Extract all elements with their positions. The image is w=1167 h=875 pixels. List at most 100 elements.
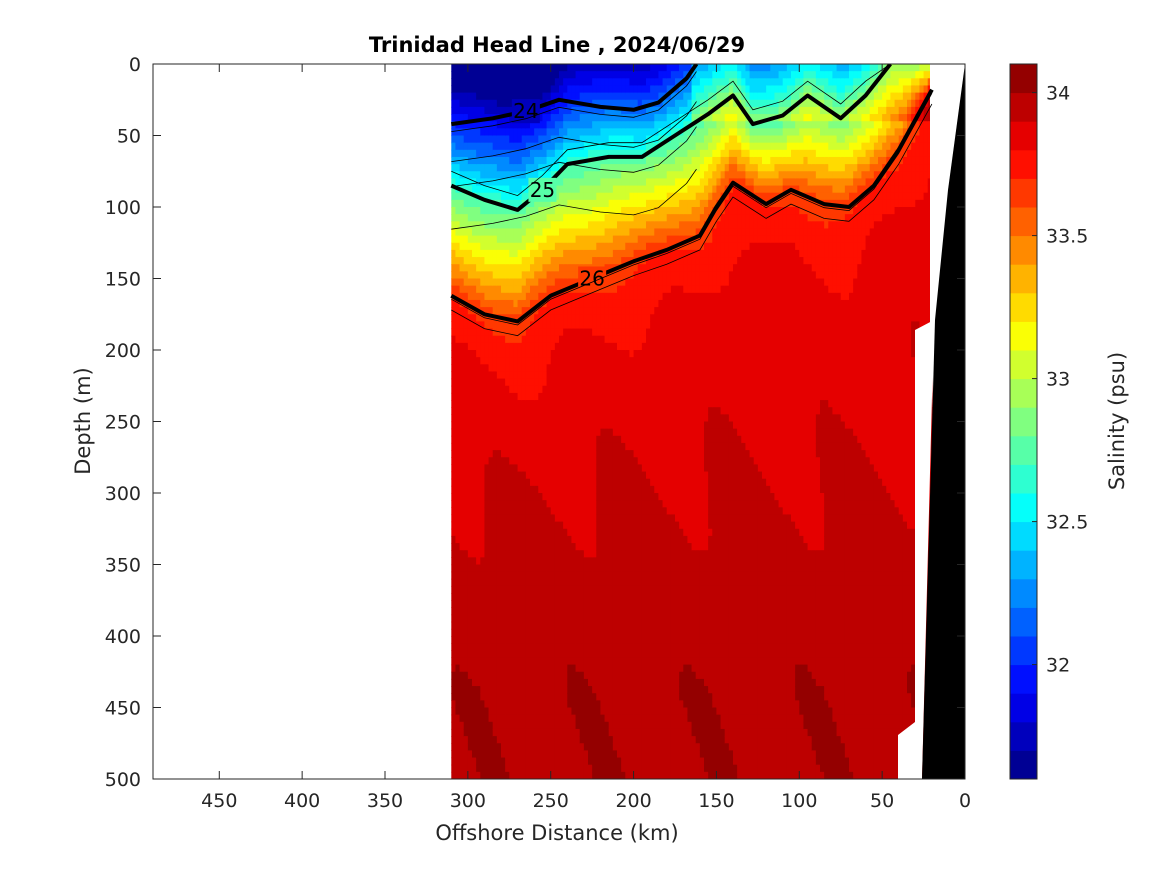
field-cell: [633, 693, 639, 701]
field-cell: [505, 493, 510, 501]
field-cell: [554, 585, 560, 594]
field-cell: [492, 99, 498, 108]
field-cell: [571, 493, 577, 501]
field-cell: [608, 185, 614, 194]
field-cell: [451, 714, 457, 723]
field-cell: [463, 771, 469, 779]
field-cell: [608, 257, 614, 265]
field-cell: [596, 457, 602, 465]
field-cell: [650, 421, 655, 430]
field-cell: [550, 106, 556, 115]
field-cell: [633, 521, 639, 530]
field-cell: [463, 507, 469, 516]
field-cell: [492, 657, 498, 666]
field-cell: [646, 249, 651, 258]
field-cell: [629, 85, 635, 94]
field-cell: [646, 757, 651, 766]
field-cell: [600, 228, 606, 237]
field-cell: [608, 757, 614, 766]
field-cell: [492, 528, 498, 537]
field-cell: [583, 521, 589, 530]
field-cell: [550, 614, 556, 623]
field-cell: [538, 221, 544, 230]
field-cell: [604, 78, 610, 87]
field-cell: [588, 450, 593, 458]
field-cell: [554, 493, 560, 501]
field-cell: [488, 764, 494, 773]
field-cell: [612, 593, 618, 601]
field-cell: [625, 700, 631, 709]
field-cell: [517, 664, 523, 673]
field-cell: [467, 171, 473, 179]
field-cell: [513, 771, 519, 779]
field-cell: [488, 321, 494, 330]
field-cell: [472, 142, 477, 151]
field-cell: [563, 743, 568, 751]
field-cell: [521, 485, 527, 494]
field-cell: [509, 543, 515, 551]
field-cell: [525, 121, 531, 129]
field-cell: [525, 543, 531, 551]
field-cell: [625, 378, 631, 387]
field-cell: [484, 164, 490, 172]
field-cell: [554, 364, 560, 373]
field-cell: [588, 728, 593, 737]
field-cell: [554, 564, 560, 573]
field-cell: [646, 192, 651, 201]
field-cell: [646, 407, 651, 415]
field-cell: [612, 271, 618, 280]
field-cell: [596, 714, 602, 723]
field-cell: [617, 471, 622, 480]
field-cell: [625, 657, 631, 666]
field-cell: [600, 564, 606, 573]
field-cell: [571, 314, 577, 322]
field-cell: [571, 64, 577, 72]
field-cell: [517, 500, 523, 508]
field-cell: [600, 364, 606, 373]
field-cell: [617, 643, 622, 651]
field-cell: [650, 757, 655, 766]
field-cell: [496, 442, 502, 451]
field-cell: [596, 628, 602, 637]
field-cell: [513, 457, 519, 465]
field-cell: [646, 171, 651, 179]
field-cell: [567, 178, 573, 187]
field-cell: [521, 743, 527, 751]
field-cell: [633, 78, 639, 87]
field-cell: [534, 156, 539, 165]
field-cell: [633, 249, 639, 258]
field-cell: [579, 371, 585, 380]
field-cell: [563, 71, 568, 79]
field-cell: [496, 357, 502, 365]
field-cell: [625, 335, 631, 344]
field-cell: [455, 428, 461, 437]
field-cell: [550, 628, 556, 637]
field-cell: [567, 657, 573, 666]
field-cell: [604, 721, 610, 730]
field-cell: [467, 185, 473, 194]
field-cell: [588, 178, 593, 187]
field-cell: [476, 135, 481, 144]
field-cell: [476, 714, 481, 723]
field-cell: [534, 314, 539, 322]
field-cell: [625, 578, 631, 587]
field-cell: [604, 342, 610, 351]
field-cell: [571, 535, 577, 544]
field-cell: [567, 271, 573, 280]
field-cell: [563, 728, 568, 737]
field-cell: [604, 257, 610, 265]
field-cell: [517, 400, 523, 408]
field-cell: [579, 478, 585, 487]
field-cell: [604, 650, 610, 659]
field-cell: [472, 700, 477, 709]
field-cell: [455, 521, 461, 530]
field-cell: [650, 71, 655, 79]
field-cell: [592, 493, 597, 501]
field-cell: [588, 571, 593, 580]
field-cell: [525, 342, 531, 351]
field-cell: [608, 585, 614, 594]
field-cell: [588, 249, 593, 258]
field-cell: [596, 421, 602, 430]
field-cell: [575, 750, 581, 759]
field-cell: [476, 557, 481, 566]
